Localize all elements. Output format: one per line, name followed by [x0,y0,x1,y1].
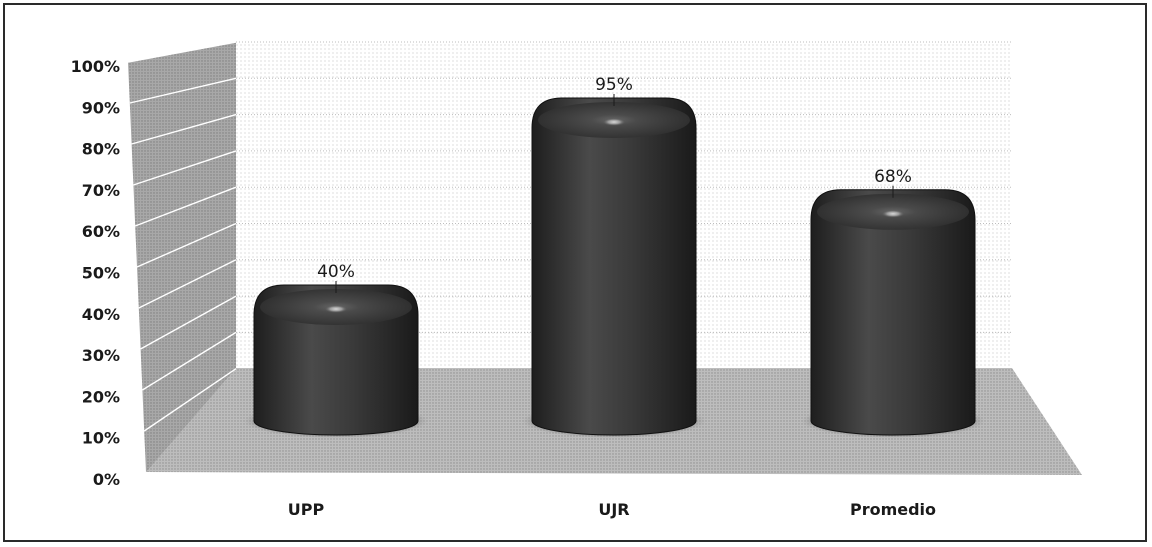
bar-body [531,97,697,436]
y-tick-label: 30% [82,346,120,365]
y-tick-label: 10% [82,429,120,448]
data-labels: 40% 95% 68% [317,75,912,293]
side-wall [128,42,236,472]
y-axis-ticks: 0% 10% 20% 30% 40% 50% 60% 70% 80% 90% 100% [71,57,120,489]
bar-shine [324,305,348,313]
data-label: 95% [595,75,633,95]
x-tick-label: UJR [598,500,629,519]
gridline-wall [138,259,237,309]
x-axis-ticks: UPP UJR Promedio [288,500,936,519]
bar-promedio [801,189,985,438]
bar-upp [244,284,428,438]
gridline-wall [127,41,237,63]
gridline-wall [134,186,237,227]
bar-body [810,189,976,436]
x-tick-label: UPP [288,500,325,519]
y-tick-label: 90% [82,98,120,117]
gridline-wall [131,113,237,145]
bar-shine [602,118,626,126]
gridline-wall [142,331,237,391]
gridline-wall [143,368,237,432]
y-tick-label: 40% [82,305,120,324]
bar-body [253,284,419,436]
y-tick-label: 0% [93,470,120,489]
x-tick-label: Promedio [850,500,936,519]
y-tick-label: 80% [82,140,120,159]
y-tick-label: 20% [82,387,120,406]
y-tick-label: 100% [71,57,120,76]
y-tick-label: 70% [82,181,120,200]
gridline-wall [140,295,237,350]
bar-ujr [522,97,706,438]
gridline-wall [129,77,237,104]
bar-shine [881,209,905,218]
data-label: 68% [874,167,912,187]
data-label: 40% [317,262,355,282]
y-tick-label: 50% [82,264,120,283]
y-tick-label: 60% [82,222,120,241]
gridline-wall [133,150,237,186]
gridline-wall [136,222,237,268]
bars [244,97,985,438]
